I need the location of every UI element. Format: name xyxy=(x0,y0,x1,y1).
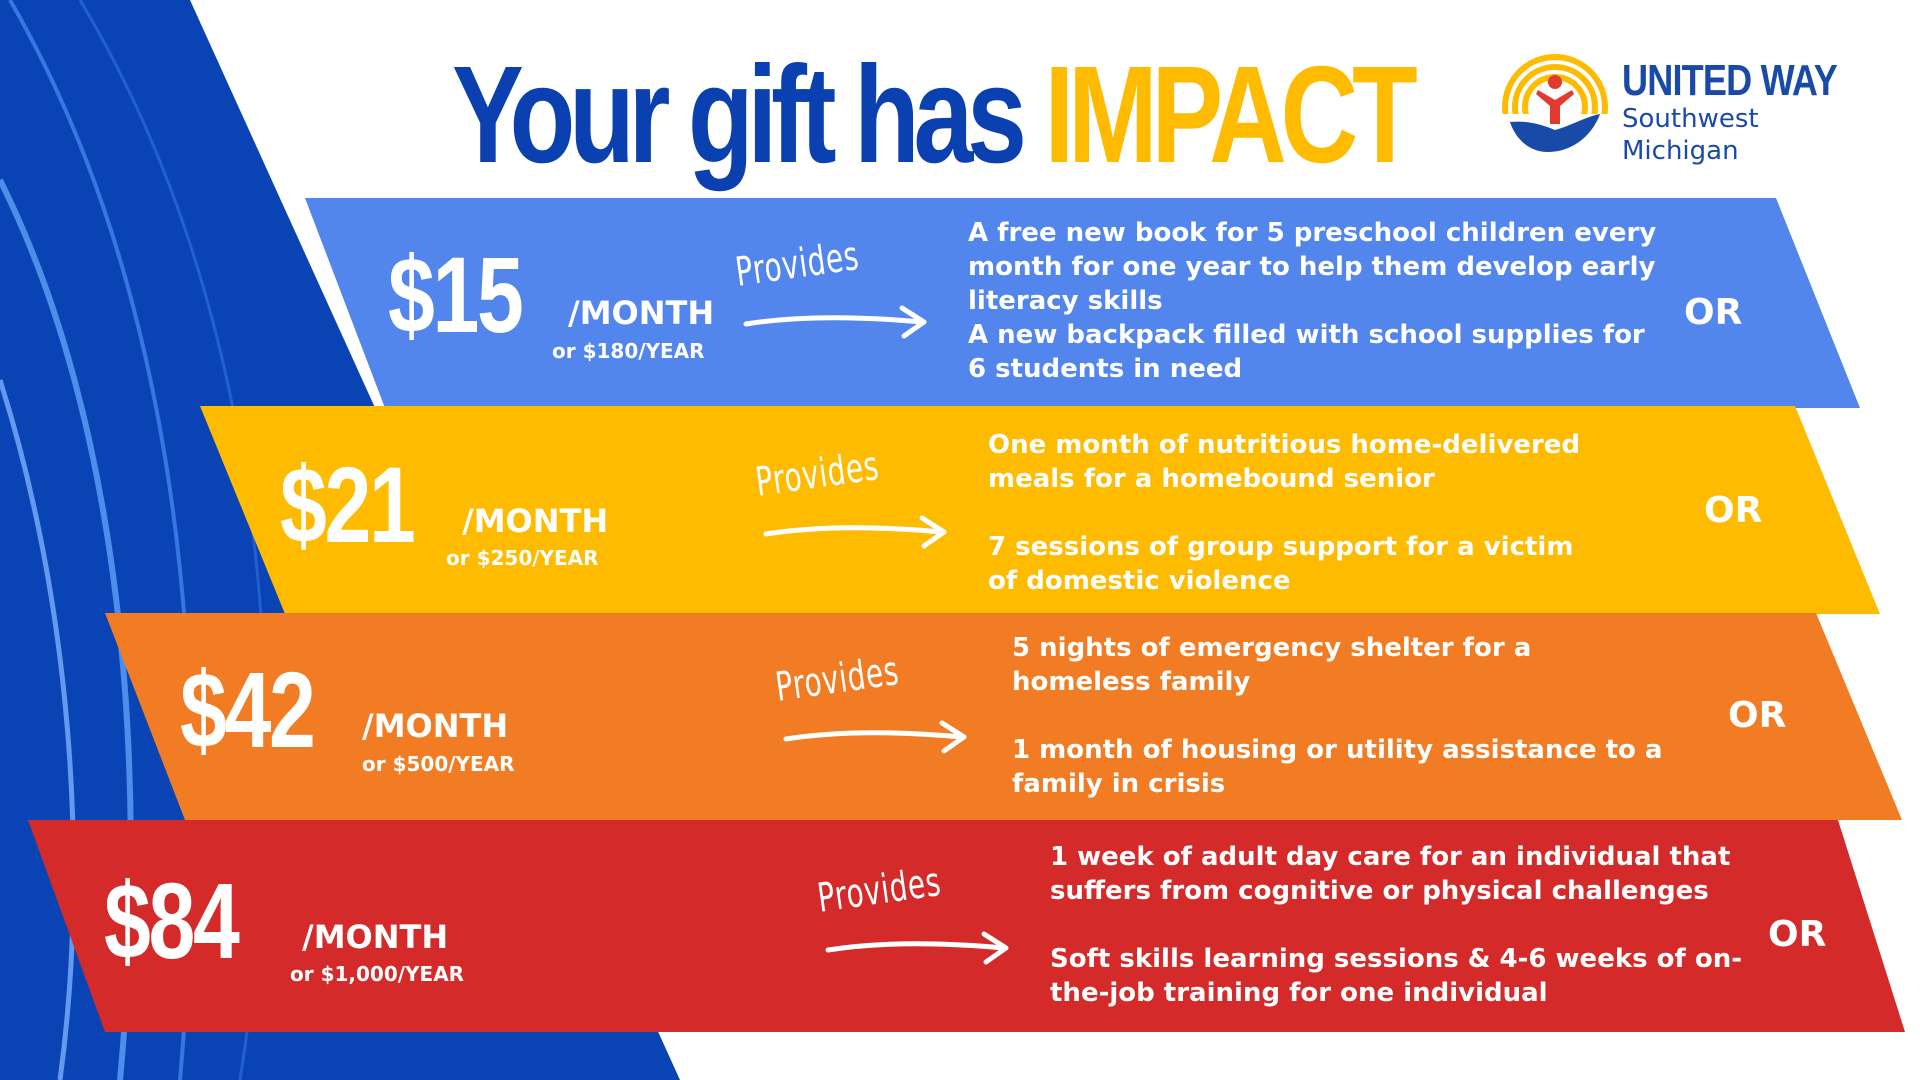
tier-option-1: 1 week of adult day care for an individu… xyxy=(1050,842,1731,906)
logo-region-line2: Michigan xyxy=(1622,136,1739,166)
tier-42: $42 /MONTH or $500/YEAR Provides 5 night… xyxy=(0,613,1920,820)
tier-per-year: or $250/YEAR xyxy=(446,546,599,570)
logo-region-line1: Southwest xyxy=(1622,104,1759,134)
provides-label: Provides xyxy=(773,648,996,775)
or-label: OR xyxy=(1768,914,1827,955)
tier-option-2: 7 sessions of group support for a victim… xyxy=(988,532,1574,596)
provides-label: Provides xyxy=(815,859,1038,986)
tier-option-2: 1 month of housing or utility assistance… xyxy=(1012,735,1663,799)
logo-name: UNITED WAY xyxy=(1622,56,1838,105)
or-label: OR xyxy=(1704,490,1763,531)
tier-21: $21 /MONTH or $250/YEAR Provides One mon… xyxy=(0,406,1920,614)
tier-per-year: or $1,000/YEAR xyxy=(290,962,465,986)
tier-amount: $15 xyxy=(388,234,524,355)
headline-impact: IMPACT xyxy=(1044,38,1417,192)
tier-option-1: One month of nutritious home-delivered m… xyxy=(988,430,1581,494)
tier-per-year: or $180/YEAR xyxy=(552,339,705,363)
headline-text: Your gift has xyxy=(452,38,1045,192)
tier-option-2: A new backpack filled with school suppli… xyxy=(968,320,1645,384)
provides-label: Provides xyxy=(733,233,956,360)
arrow-right-icon xyxy=(763,515,947,549)
tier-per-month: /MONTH xyxy=(362,707,509,745)
united-way-hand-figure-icon xyxy=(1500,54,1610,172)
tier-per-month: /MONTH xyxy=(462,502,609,540)
arrow-right-icon xyxy=(783,720,967,754)
provides-label: Provides xyxy=(753,443,976,570)
tier-84: $84 /MONTH or $1,000/YEAR Provides 1 wee… xyxy=(0,820,1920,1032)
tier-per-month: /MONTH xyxy=(302,918,449,956)
arrow-right-icon xyxy=(825,931,1009,965)
tier-option-1: A free new book for 5 preschool children… xyxy=(968,218,1657,316)
united-way-logo: UNITED WAY Southwest Michigan xyxy=(1500,52,1840,172)
tier-option-1: 5 nights of emergency shelter for a home… xyxy=(1012,633,1532,697)
tier-band xyxy=(200,406,1880,614)
tier-per-year: or $500/YEAR xyxy=(362,752,515,776)
tier-15: $15 /MONTH or $180/YEAR Provides A free … xyxy=(0,198,1920,408)
tier-band xyxy=(305,198,1860,408)
tier-band xyxy=(28,820,1905,1032)
tier-amount: $21 xyxy=(280,444,416,565)
tier-band xyxy=(105,613,1902,820)
or-label: OR xyxy=(1728,695,1787,736)
tier-amount: $84 xyxy=(104,860,240,981)
tier-amount: $42 xyxy=(180,649,316,770)
or-label: OR xyxy=(1684,292,1743,333)
tier-option-2: Soft skills learning sessions & 4-6 week… xyxy=(1050,944,1743,1008)
headline: Your gift has IMPACT xyxy=(452,30,1418,200)
arrow-right-icon xyxy=(743,305,927,339)
tier-per-month: /MONTH xyxy=(568,294,715,332)
